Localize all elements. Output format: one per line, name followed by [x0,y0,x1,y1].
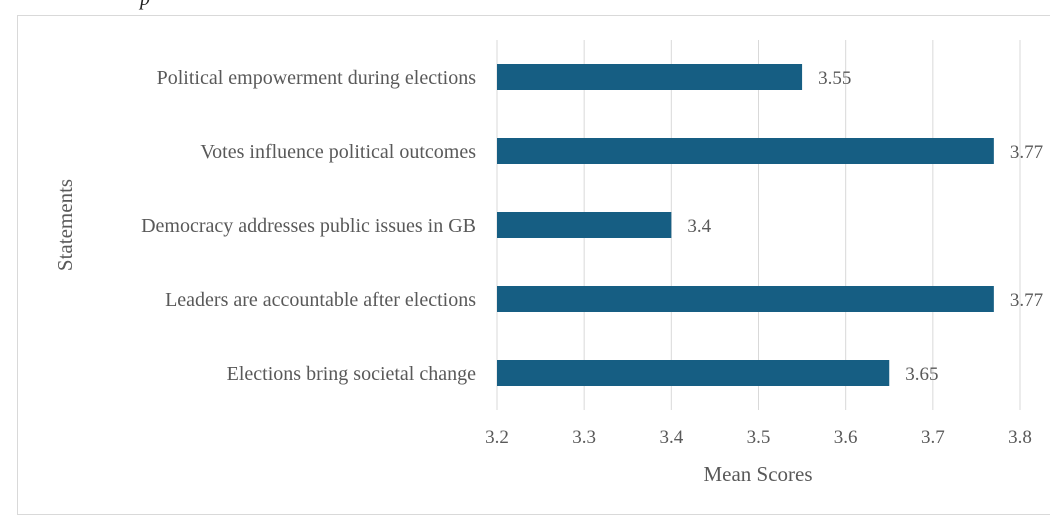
bar [497,64,803,90]
bar [497,360,890,386]
category-label: Leaders are accountable after elections [165,289,476,311]
top-text-fragment: p [140,0,150,11]
bars [497,64,994,386]
category-label: Democracy addresses public issues in GB [141,215,476,237]
labels: 3.2 3.3 3.4 3.5 3.6 3.7 3.8 Political empowerme… [141,67,1043,448]
category-label: Elections bring societal change [227,363,476,385]
x-tick-label: 3.6 [834,427,858,448]
data-label: 3.55 [818,68,851,89]
bar [497,212,672,238]
gridlines [496,40,1021,410]
data-label: 3.77 [1010,142,1043,163]
category-label: Votes influence political outcomes [200,141,476,163]
x-tick-label: 3.3 [572,427,596,448]
bar [497,286,994,312]
chart-frame [17,15,1050,515]
x-tick-label: 3.2 [485,427,509,448]
data-label: 3.77 [1010,290,1043,311]
x-tick-label: 3.7 [921,427,945,448]
category-label: Political empowerment during elections [157,67,477,89]
y-axis-title: Statements [53,179,77,271]
bar [497,138,994,164]
x-tick-label: 3.5 [747,427,771,448]
x-tick-label: 3.4 [659,427,683,448]
x-tick-label: 3.8 [1008,427,1032,448]
x-axis-title: Mean Scores [703,462,812,486]
data-label: 3.65 [905,364,938,385]
data-label: 3.4 [687,216,711,237]
